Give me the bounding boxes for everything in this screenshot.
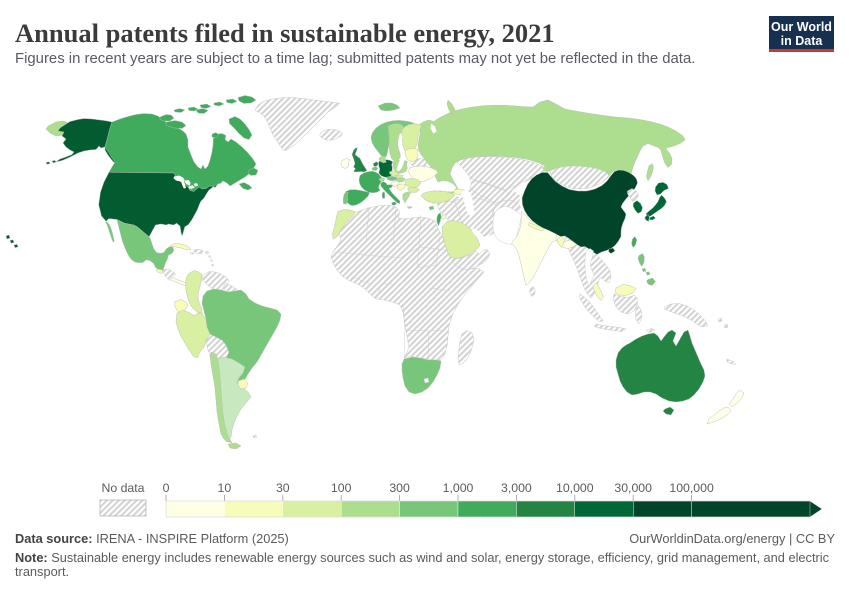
svg-text:1,000: 1,000 — [443, 481, 474, 495]
svg-text:30: 30 — [276, 481, 290, 495]
svg-text:3,000: 3,000 — [501, 481, 532, 495]
svg-text:0: 0 — [163, 481, 170, 495]
svg-text:100: 100 — [331, 481, 352, 495]
svg-text:30,000: 30,000 — [614, 481, 652, 495]
svg-text:100,000: 100,000 — [669, 481, 714, 495]
svg-text:No data: No data — [101, 481, 144, 495]
svg-text:10: 10 — [218, 481, 232, 495]
svg-text:300: 300 — [389, 481, 410, 495]
svg-text:10,000: 10,000 — [556, 481, 594, 495]
